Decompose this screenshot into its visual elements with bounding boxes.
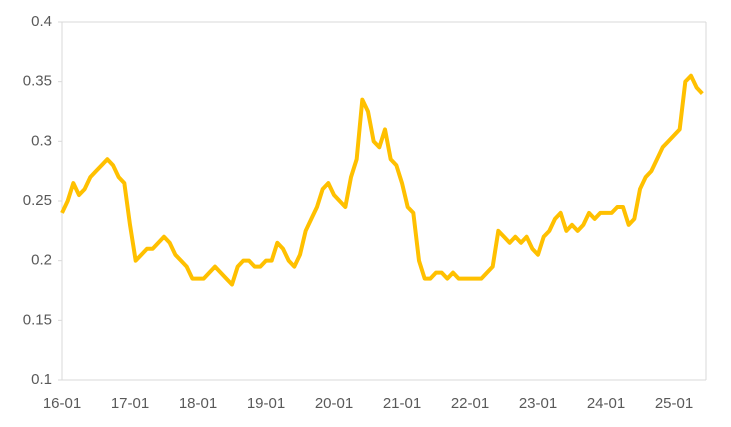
x-tick-label: 20-01	[315, 395, 353, 412]
x-tick-label: 16-01	[43, 395, 81, 412]
x-tick-label: 17-01	[111, 395, 149, 412]
y-tick-label: 0.35	[23, 73, 52, 90]
y-tick-label: 0.4	[31, 13, 52, 30]
line-series	[60, 73, 704, 287]
y-tick-label: 0.1	[31, 371, 52, 388]
x-tick-label: 23-01	[519, 395, 557, 412]
x-tick-label: 19-01	[247, 395, 285, 412]
y-tick-label: 0.15	[23, 311, 52, 328]
y-tick-label: 0.25	[23, 192, 52, 209]
y-tick-label: 0.2	[31, 252, 52, 269]
x-tick-label: 25-01	[655, 395, 693, 412]
x-tick-label: 22-01	[451, 395, 489, 412]
x-tick-label: 24-01	[587, 395, 625, 412]
y-tick-label: 0.3	[31, 132, 52, 149]
x-tick-label: 18-01	[179, 395, 217, 412]
x-tick-label: 21-01	[383, 395, 421, 412]
